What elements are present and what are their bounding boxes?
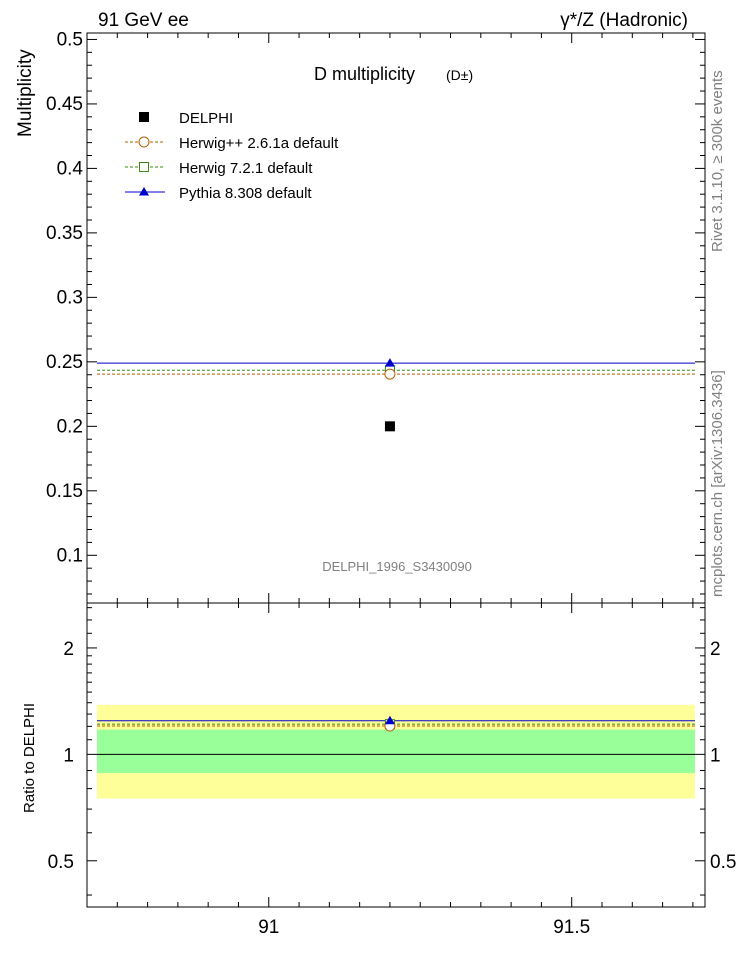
main-marker-0 bbox=[384, 421, 395, 432]
ratio-x-ticks: 91 91.5 bbox=[86, 603, 694, 938]
main-title: D multiplicity (D±) bbox=[314, 64, 473, 84]
ratio-xtick-label: 91 bbox=[258, 917, 279, 938]
main-ytick-label: 0.5 bbox=[57, 29, 83, 50]
header-right: γ*/Z (Hadronic) bbox=[560, 10, 688, 31]
legend-marker-0 bbox=[139, 112, 149, 122]
ratio-bands bbox=[97, 704, 695, 799]
main-ytick-label: 0.4 bbox=[57, 158, 84, 179]
ratio-ytick-label-left: 2 bbox=[63, 639, 74, 660]
legend-label-2: Herwig 7.2.1 default bbox=[179, 160, 313, 177]
ratio-markers bbox=[384, 715, 396, 732]
main-ytick-label: 0.25 bbox=[46, 352, 83, 373]
legend-label-1: Herwig++ 2.6.1a default bbox=[179, 135, 339, 152]
main-ylabel: Multiplicity bbox=[15, 49, 36, 137]
main-marker-1 bbox=[384, 368, 396, 380]
watermark: DELPHI_1996_S3430090 bbox=[322, 559, 472, 574]
main-x-ticks bbox=[86, 33, 694, 603]
ratio-xtick-label: 91.5 bbox=[553, 917, 590, 938]
ratio-ytick-label-left: 1 bbox=[63, 745, 74, 766]
ratio-y-ticks: 0.5 0.5 1 1 2 2 bbox=[48, 607, 736, 896]
legend: DELPHI Herwig++ 2.6.1a default Herwig 7.2.… bbox=[125, 110, 339, 202]
ratio-frame bbox=[86, 602, 706, 908]
ratio-marker-3 bbox=[384, 715, 395, 725]
rivet-label: Rivet 3.1.10, ≥ 300k events bbox=[709, 70, 726, 252]
header-left: 91 GeV ee bbox=[98, 10, 189, 31]
legend-marker-2 bbox=[139, 162, 149, 172]
ratio-panel: 0.5 0.5 1 1 2 2 91 91.5 Ratio to DELPHI bbox=[21, 602, 736, 938]
main-markers bbox=[384, 358, 396, 432]
legend-label-0: DELPHI bbox=[179, 110, 233, 127]
ratio-ytick-label-right: 0.5 bbox=[710, 852, 736, 873]
main-ytick-label: 0.1 bbox=[57, 545, 83, 566]
ratio-ylabel: Ratio to DELPHI bbox=[21, 703, 38, 813]
main-panel: 0.1 0.15 0.2 0.25 0.3 0.35 0.4 0.45 0.5 Multipli… bbox=[15, 29, 706, 604]
main-marker-3 bbox=[384, 358, 395, 367]
legend-label-3: Pythia 8.308 default bbox=[179, 185, 312, 202]
main-ytick-label: 0.3 bbox=[57, 287, 83, 308]
main-title-suffix: (D±) bbox=[446, 67, 473, 83]
legend-marker-1 bbox=[138, 136, 150, 148]
ratio-ytick-label-right: 2 bbox=[710, 639, 721, 660]
legend-marker-3 bbox=[139, 187, 149, 196]
main-y-ticks: 0.1 0.15 0.2 0.25 0.3 0.35 0.4 0.45 0.5 bbox=[46, 29, 705, 595]
mcplots-label: mcplots.cern.ch [arXiv:1306.3436] bbox=[709, 370, 726, 597]
ratio-ytick-label-left: 0.5 bbox=[48, 852, 74, 873]
main-ytick-label: 0.2 bbox=[57, 416, 83, 437]
main-ytick-label: 0.45 bbox=[46, 94, 83, 115]
ratio-band-1 bbox=[97, 729, 695, 774]
main-ytick-label: 0.35 bbox=[46, 223, 83, 244]
ratio-ytick-label-right: 1 bbox=[710, 745, 721, 766]
ratio-series-lines bbox=[97, 720, 695, 755]
main-series-lines bbox=[97, 362, 695, 375]
main-ytick-label: 0.15 bbox=[46, 481, 83, 502]
main-title-text: D multiplicity bbox=[314, 64, 415, 84]
